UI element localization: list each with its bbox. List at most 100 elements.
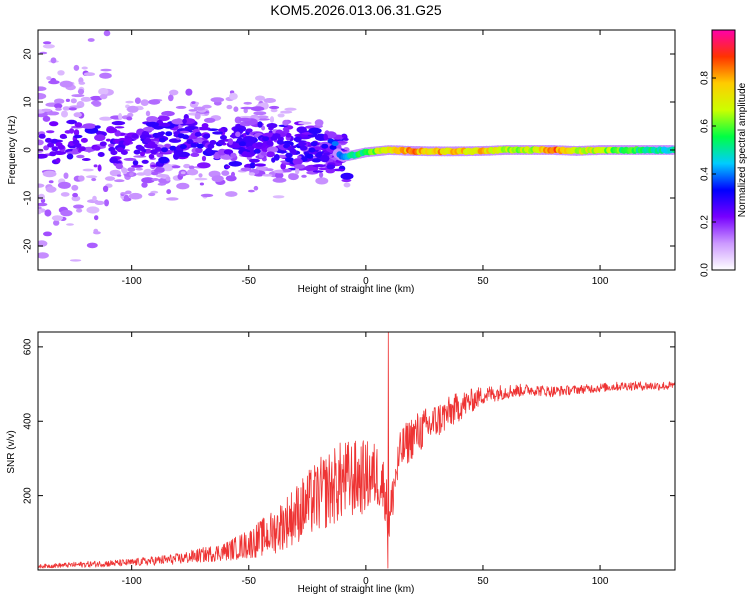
spectrogram-cell bbox=[93, 231, 101, 235]
spectrogram-cell bbox=[191, 101, 196, 104]
spectrogram-y-tick-label: 10 bbox=[23, 96, 34, 108]
spectrogram-x-tick-label: 50 bbox=[477, 276, 489, 287]
spectrogram-cell bbox=[43, 145, 49, 151]
spectrogram-cell bbox=[180, 171, 186, 175]
spectrogram-cell bbox=[187, 168, 199, 176]
spectrogram-y-ticks: -20 -10 0 10 20 bbox=[23, 48, 675, 253]
spectrogram-cell bbox=[128, 192, 143, 200]
spectrogram-cell bbox=[162, 163, 174, 172]
spectrogram-cell bbox=[166, 189, 172, 195]
spectrogram-cell bbox=[165, 175, 171, 182]
spectrogram-cell bbox=[256, 118, 270, 121]
spectrogram-x-ticks: -100 -50 0 50 100 bbox=[122, 30, 609, 287]
spectrogram-cell bbox=[66, 119, 77, 125]
spectrogram-cell bbox=[63, 172, 69, 179]
spectrogram-cell bbox=[83, 72, 96, 76]
spectrogram-cell bbox=[72, 148, 78, 155]
spectrogram-cell bbox=[126, 116, 133, 121]
spectrogram-cell bbox=[169, 89, 179, 96]
snr-x-tick-label: 0 bbox=[363, 576, 369, 587]
spectrogram-cell bbox=[269, 116, 275, 123]
spectrogram-cell bbox=[123, 194, 129, 201]
spectrogram-cell bbox=[81, 66, 88, 70]
snr-x-tick-label: 50 bbox=[477, 576, 489, 587]
spectrogram-cell bbox=[38, 153, 48, 159]
spectrogram-cell bbox=[263, 98, 277, 103]
spectrogram-cell bbox=[94, 200, 105, 205]
spectrogram-cell bbox=[238, 141, 246, 147]
spectrogram-cell bbox=[45, 186, 57, 193]
spectrogram-cell bbox=[260, 151, 268, 156]
spectrogram-cell bbox=[104, 176, 116, 181]
spectrogram-cell bbox=[115, 161, 122, 164]
figure-title: KOM5.2026.013.06.31.G25 bbox=[270, 2, 441, 18]
colorbar-tick-label: 0.2 bbox=[700, 215, 711, 229]
spectrogram-cell bbox=[253, 111, 267, 116]
spectrogram-cell bbox=[306, 153, 314, 159]
spectrogram-cell bbox=[89, 95, 103, 101]
spectrogram-cell bbox=[48, 80, 60, 85]
spectrogram-cell bbox=[38, 86, 47, 91]
spectrogram-cell bbox=[225, 191, 238, 197]
spectrogram-cell bbox=[42, 170, 57, 178]
spectrogram-cell bbox=[190, 152, 200, 157]
spectrogram-cell bbox=[46, 76, 52, 81]
spectrogram-cell bbox=[320, 154, 330, 163]
spectrogram-cell bbox=[78, 146, 86, 152]
spectrogram-cell bbox=[49, 121, 59, 127]
spectrogram-cell bbox=[236, 128, 244, 132]
spectrogram-cell bbox=[131, 133, 139, 139]
snr-y-tick-label: 400 bbox=[23, 412, 34, 429]
spectrogram-cell bbox=[58, 12, 62, 17]
spectrogram-cell bbox=[234, 116, 242, 124]
spectrogram-cell bbox=[72, 192, 78, 198]
spectrogram-cell bbox=[151, 178, 160, 181]
spectrogram-cell bbox=[331, 141, 339, 147]
spectrogram-cell bbox=[146, 116, 159, 123]
spectrogram-cell bbox=[103, 30, 111, 37]
spectrogram-cell bbox=[132, 160, 139, 166]
spectrogram-cell bbox=[194, 131, 202, 137]
spectrogram-cell bbox=[199, 182, 204, 186]
spectrogram-cell bbox=[127, 167, 136, 173]
spectrogram-cell bbox=[102, 185, 109, 192]
spectrogram-cell bbox=[46, 111, 60, 116]
spectrogram-cell bbox=[64, 130, 72, 134]
spectrogram-cell bbox=[285, 152, 293, 158]
spectrogram-cell bbox=[257, 115, 269, 119]
spectrogram-cell bbox=[70, 98, 77, 104]
spectrogram-cell bbox=[285, 157, 294, 163]
spectrogram-cell bbox=[74, 122, 83, 128]
spectrogram-cell bbox=[66, 153, 74, 160]
spectrogram-cell bbox=[245, 128, 253, 133]
spectrogram-cell bbox=[195, 147, 203, 154]
spectrogram-cell bbox=[272, 195, 285, 199]
spectrogram-cell bbox=[312, 170, 324, 173]
spectrogram-cell bbox=[270, 135, 278, 141]
spectrogram-cell bbox=[71, 94, 85, 98]
spectrogram-cell bbox=[203, 117, 216, 123]
spectrogram-cell bbox=[94, 134, 106, 142]
spectrogram-cell bbox=[125, 138, 133, 144]
spectrogram-cell bbox=[51, 146, 59, 152]
spectrogram-cell bbox=[131, 164, 144, 168]
spectrogram-cell bbox=[293, 164, 306, 169]
spectrogram-cell bbox=[59, 133, 67, 139]
colorbar-ticks: 0.0 0.2 0.4 0.6 0.8 bbox=[700, 71, 716, 277]
spectrogram-cell bbox=[42, 41, 52, 45]
spectrogram-cell bbox=[229, 92, 238, 100]
spectrogram-cell bbox=[250, 106, 265, 112]
spectrogram-cell bbox=[73, 112, 82, 118]
spectrogram-cell bbox=[104, 199, 109, 207]
spectrogram-cell bbox=[100, 68, 112, 72]
spectrogram-cell bbox=[140, 99, 149, 106]
spectrogram-cell bbox=[289, 148, 297, 154]
spectrogram-cell bbox=[238, 117, 252, 122]
spectrogram-cell bbox=[262, 136, 270, 142]
spectrogram-cell bbox=[155, 174, 169, 178]
spectrogram-cell bbox=[272, 177, 287, 183]
spectrogram-cell bbox=[210, 97, 225, 103]
spectrogram-cell bbox=[197, 126, 211, 131]
spectrogram-cell bbox=[76, 154, 85, 159]
snr-y-tick-label: 600 bbox=[23, 338, 34, 355]
